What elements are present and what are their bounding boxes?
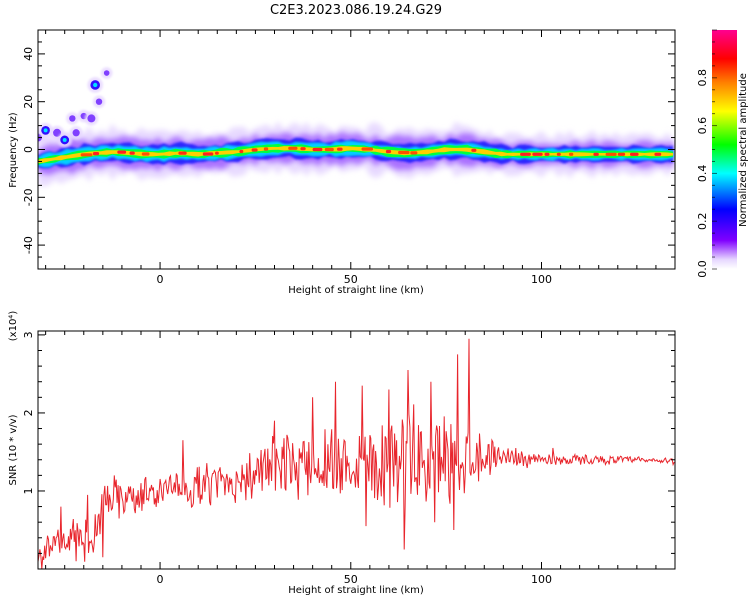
spectral-peak-mark [385, 149, 392, 154]
x-tick-label: 50 [344, 573, 358, 586]
colorbar-tick-label: 0.0 [696, 260, 709, 278]
y-tick-label: 3 [22, 331, 35, 338]
spectral-peak-mark [117, 150, 127, 154]
spectral-peak-mark [80, 153, 93, 157]
spectral-peak-mark [532, 152, 543, 156]
spectrogram-ticks: 0 50 100 -40 -20 0 20 40 [22, 29, 675, 286]
scatter-point [103, 70, 110, 76]
spectral-peak-mark [544, 152, 550, 156]
x-tick-label: 0 [157, 273, 164, 286]
scatter-core [43, 128, 48, 133]
scatter-point [53, 128, 62, 137]
spectral-peak-mark [471, 148, 477, 152]
scatter-point [69, 115, 76, 122]
colorbar-tick-label: 0.8 [696, 69, 709, 87]
spectral-peak-mark [337, 147, 343, 151]
y-tick-label: -40 [22, 236, 35, 254]
spectral-peak-mark [520, 152, 531, 156]
spectral-peak-mark [361, 147, 373, 151]
snr-series-line [38, 338, 675, 569]
spectrogram-ylabel: Frequency (Hz) [8, 112, 19, 188]
y-tick-label: 1 [22, 487, 35, 494]
spectral-peak-mark [141, 152, 150, 156]
spectral-peak-mark [202, 152, 214, 156]
colorbar-ticks: 0.0 0.2 0.4 0.6 0.8 [696, 29, 717, 278]
x-tick-label: 0 [157, 573, 164, 586]
colorbar: 0.0 0.2 0.4 0.6 0.8 Normalized spectral ampl… [696, 29, 749, 278]
colorbar-tick-label: 0.4 [696, 165, 709, 183]
scatter-point [95, 98, 103, 105]
colorbar-label: Normalized spectral amplitude [738, 73, 749, 227]
spectral-peak-mark [654, 152, 662, 156]
spectral-peak-mark [593, 152, 599, 156]
snr-ticks: 0 50 100 1 2 3 [22, 331, 675, 586]
x-tick-label: 50 [344, 273, 358, 286]
spectral-peak-mark [129, 151, 135, 155]
spectrogram-panel: 0 50 100 -40 -20 0 20 40 Height of straight lin… [8, 29, 676, 296]
snr-xlabel: Height of straight line (km) [288, 585, 424, 596]
snr-panel: 0 50 100 1 2 3 Height of straight line (km) S… [8, 311, 676, 596]
spectral-peak-mark [178, 151, 187, 155]
band-cyan [38, 140, 674, 168]
spectral-peak-mark [239, 149, 244, 154]
snr-marks [38, 338, 675, 569]
x-tick-label: 100 [531, 573, 552, 586]
spectral-peak-mark [617, 152, 626, 156]
spectral-peak-mark [288, 146, 298, 150]
y-tick-label: 2 [22, 409, 35, 416]
y-tick-label: -20 [22, 188, 35, 206]
chart-title: C2E3.2023.086.19.24.G29 [270, 3, 442, 18]
spectral-peak-mark [630, 152, 639, 156]
x-tick-label: 100 [531, 273, 552, 286]
y-tick-label: 40 [22, 47, 35, 61]
spectrogram-xlabel: Height of straight line (km) [288, 285, 424, 296]
scatter-point [87, 114, 96, 123]
colorbar-gradient [712, 30, 737, 269]
spectral-peak-mark [92, 152, 100, 156]
scatter-core [62, 137, 67, 142]
y-tick-label: 20 [22, 95, 35, 109]
spectrogram-marks [38, 67, 674, 187]
spectral-peak-mark [605, 152, 617, 156]
spectral-peak-mark [398, 150, 410, 155]
colorbar-tick-label: 0.6 [696, 117, 709, 135]
spectral-peak-mark [263, 147, 269, 151]
spectral-peak-mark [312, 147, 323, 152]
spectral-peak-mark [569, 152, 574, 156]
scatter-core [93, 82, 98, 88]
spectral-peak-mark [215, 151, 219, 155]
colorbar-tick-label: 0.2 [696, 212, 709, 230]
spectral-peak-mark [324, 147, 334, 152]
snr-ylabel: SNR (10 * v/v) [8, 414, 19, 485]
snr-plot-frame [37, 330, 676, 570]
spectral-peak-mark [556, 152, 561, 156]
spectral-peak-mark [300, 147, 306, 151]
y-tick-label: 0 [22, 146, 35, 153]
scatter-point [72, 129, 80, 137]
spectral-peak-mark [410, 151, 418, 155]
snr-scale-label: (x10⁴) [8, 311, 19, 342]
spectral-peak-mark [251, 148, 258, 152]
